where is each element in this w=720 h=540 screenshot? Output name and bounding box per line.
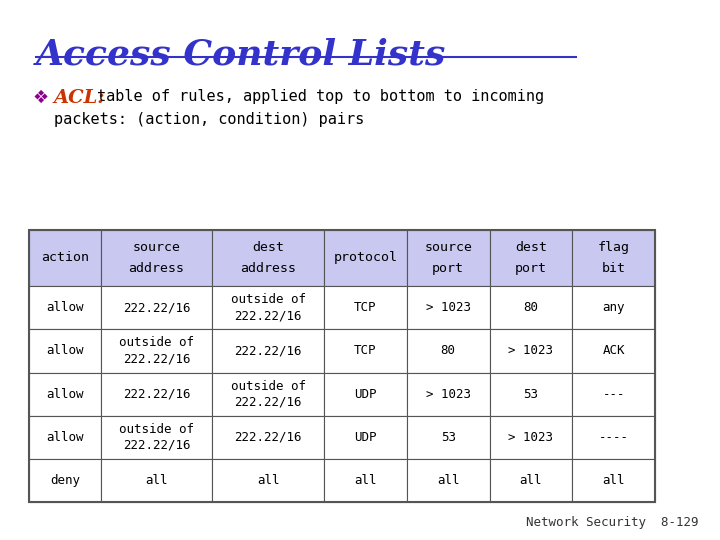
FancyBboxPatch shape xyxy=(407,373,490,416)
Text: TCP: TCP xyxy=(354,345,377,357)
FancyBboxPatch shape xyxy=(101,373,212,416)
Text: source: source xyxy=(424,241,472,254)
FancyBboxPatch shape xyxy=(490,459,572,502)
FancyBboxPatch shape xyxy=(572,230,655,286)
FancyBboxPatch shape xyxy=(407,459,490,502)
FancyBboxPatch shape xyxy=(407,329,490,373)
FancyBboxPatch shape xyxy=(101,459,212,502)
Text: address: address xyxy=(240,262,296,275)
FancyBboxPatch shape xyxy=(572,373,655,416)
FancyBboxPatch shape xyxy=(101,416,212,459)
Text: 222.22/16: 222.22/16 xyxy=(123,388,190,401)
Text: 222.22/16: 222.22/16 xyxy=(123,439,190,452)
Text: allow: allow xyxy=(46,301,84,314)
Text: source: source xyxy=(132,241,181,254)
Text: ❖: ❖ xyxy=(32,89,48,107)
FancyBboxPatch shape xyxy=(212,373,324,416)
FancyBboxPatch shape xyxy=(212,230,324,286)
Text: 222.22/16: 222.22/16 xyxy=(235,309,302,322)
Text: ACK: ACK xyxy=(603,345,625,357)
Text: 53: 53 xyxy=(523,388,539,401)
Text: UDP: UDP xyxy=(354,388,377,401)
Text: packets: (action, condition) pairs: packets: (action, condition) pairs xyxy=(54,112,364,127)
Text: 222.22/16: 222.22/16 xyxy=(123,301,190,314)
Text: allow: allow xyxy=(46,388,84,401)
Text: Access Control Lists: Access Control Lists xyxy=(36,38,446,72)
Text: bit: bit xyxy=(602,262,626,275)
Text: action: action xyxy=(41,251,89,265)
FancyBboxPatch shape xyxy=(490,286,572,329)
FancyBboxPatch shape xyxy=(324,329,407,373)
FancyBboxPatch shape xyxy=(29,329,101,373)
Text: outside of: outside of xyxy=(230,380,306,393)
Text: 80: 80 xyxy=(523,301,539,314)
Text: flag: flag xyxy=(598,241,630,254)
FancyBboxPatch shape xyxy=(324,373,407,416)
Text: allow: allow xyxy=(46,431,84,444)
FancyBboxPatch shape xyxy=(212,459,324,502)
FancyBboxPatch shape xyxy=(101,329,212,373)
Text: 222.22/16: 222.22/16 xyxy=(123,353,190,366)
FancyBboxPatch shape xyxy=(212,286,324,329)
Text: all: all xyxy=(437,474,459,487)
Text: ---: --- xyxy=(603,388,625,401)
Text: 222.22/16: 222.22/16 xyxy=(235,431,302,444)
Text: allow: allow xyxy=(46,345,84,357)
FancyBboxPatch shape xyxy=(29,373,101,416)
Text: all: all xyxy=(603,474,625,487)
FancyBboxPatch shape xyxy=(572,286,655,329)
Text: ----: ---- xyxy=(599,431,629,444)
Text: TCP: TCP xyxy=(354,301,377,314)
Text: 53: 53 xyxy=(441,431,456,444)
Text: all: all xyxy=(520,474,542,487)
Text: > 1023: > 1023 xyxy=(508,431,554,444)
FancyBboxPatch shape xyxy=(324,286,407,329)
FancyBboxPatch shape xyxy=(490,373,572,416)
Text: protocol: protocol xyxy=(333,251,397,265)
Text: any: any xyxy=(603,301,625,314)
Text: 222.22/16: 222.22/16 xyxy=(235,345,302,357)
Text: > 1023: > 1023 xyxy=(426,388,471,401)
FancyBboxPatch shape xyxy=(407,230,490,286)
Text: > 1023: > 1023 xyxy=(508,345,554,357)
Text: all: all xyxy=(145,474,168,487)
Text: all: all xyxy=(257,474,279,487)
FancyBboxPatch shape xyxy=(29,230,101,286)
FancyBboxPatch shape xyxy=(29,416,101,459)
Text: outside of: outside of xyxy=(119,423,194,436)
FancyBboxPatch shape xyxy=(490,230,572,286)
Text: dest: dest xyxy=(252,241,284,254)
Text: address: address xyxy=(129,262,184,275)
Text: deny: deny xyxy=(50,474,80,487)
FancyBboxPatch shape xyxy=(324,459,407,502)
FancyBboxPatch shape xyxy=(490,416,572,459)
Text: port: port xyxy=(432,262,464,275)
FancyBboxPatch shape xyxy=(407,286,490,329)
Text: outside of: outside of xyxy=(119,336,194,349)
Text: Network Security  8-129: Network Security 8-129 xyxy=(526,516,698,529)
Text: ACL:: ACL: xyxy=(54,89,106,107)
FancyBboxPatch shape xyxy=(29,459,101,502)
Text: 80: 80 xyxy=(441,345,456,357)
FancyBboxPatch shape xyxy=(101,230,212,286)
FancyBboxPatch shape xyxy=(490,329,572,373)
Text: > 1023: > 1023 xyxy=(426,301,471,314)
Text: dest: dest xyxy=(515,241,547,254)
FancyBboxPatch shape xyxy=(324,416,407,459)
FancyBboxPatch shape xyxy=(572,459,655,502)
Text: UDP: UDP xyxy=(354,431,377,444)
Text: table of rules, applied top to bottom to incoming: table of rules, applied top to bottom to… xyxy=(97,89,544,104)
FancyBboxPatch shape xyxy=(212,329,324,373)
Text: 222.22/16: 222.22/16 xyxy=(235,396,302,409)
FancyBboxPatch shape xyxy=(407,416,490,459)
Text: port: port xyxy=(515,262,547,275)
FancyBboxPatch shape xyxy=(212,416,324,459)
FancyBboxPatch shape xyxy=(101,286,212,329)
FancyBboxPatch shape xyxy=(29,286,101,329)
Text: outside of: outside of xyxy=(230,293,306,306)
FancyBboxPatch shape xyxy=(572,329,655,373)
FancyBboxPatch shape xyxy=(324,230,407,286)
Text: all: all xyxy=(354,474,377,487)
FancyBboxPatch shape xyxy=(572,416,655,459)
